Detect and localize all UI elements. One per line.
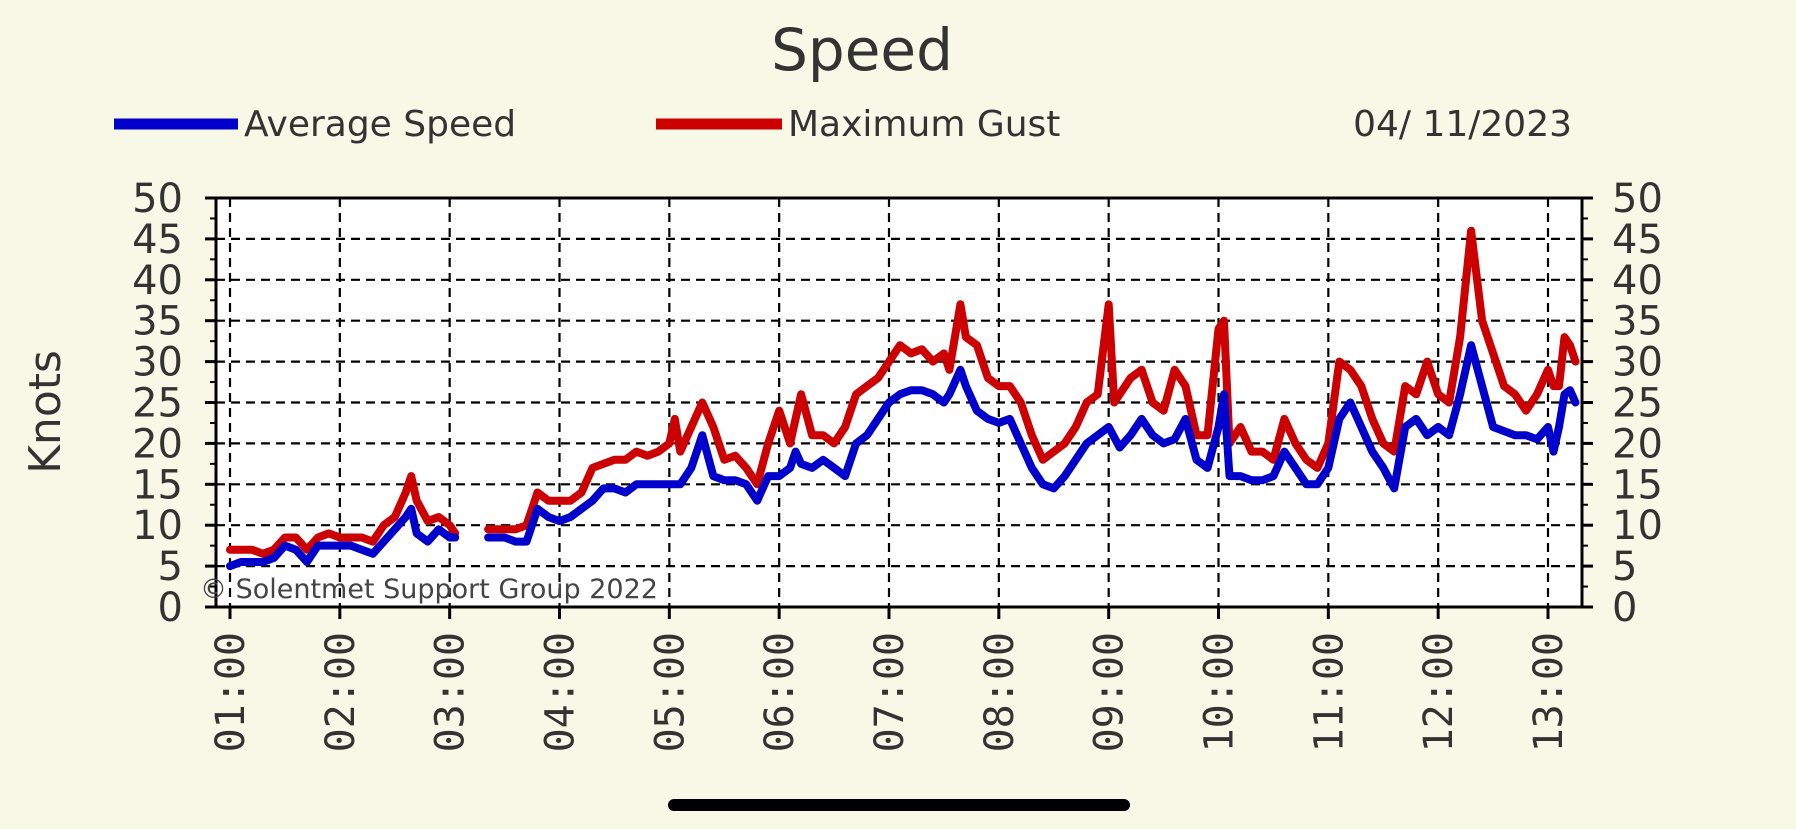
legend-label-maximum-gust: Maximum Gust	[788, 104, 1060, 145]
x-tick-label-0: 01:00	[208, 632, 254, 752]
x-tick-label-8: 09:00	[1087, 632, 1133, 752]
y-tick-label-left-35: 35	[132, 299, 183, 345]
y-tick-label-left-5: 5	[158, 544, 183, 590]
y-tick-label-right-30: 30	[1612, 340, 1663, 386]
y-tick-label-right-35: 35	[1612, 299, 1663, 345]
y-tick-label-left-25: 25	[132, 381, 183, 427]
y-tick-label-right-25: 25	[1612, 381, 1663, 427]
x-tick-label-7: 08:00	[977, 632, 1023, 752]
y-tick-label-right-0: 0	[1612, 585, 1637, 631]
series-layer	[226, 226, 1580, 571]
y-tick-label-left-20: 20	[132, 421, 183, 467]
series-line-average-speed-0	[226, 504, 460, 571]
y-tick-label-left-30: 30	[132, 340, 183, 386]
legend-label-average-speed: Average Speed	[244, 104, 516, 145]
x-tick-label-9: 10:00	[1197, 632, 1243, 752]
series-line-maximum-gust-1	[484, 226, 1580, 534]
chart-date: 04/ 11/2023	[1353, 104, 1572, 145]
home-indicator-bar	[668, 799, 1130, 811]
y-tick-label-right-20: 20	[1612, 421, 1663, 467]
y-tick-label-right-45: 45	[1612, 217, 1663, 263]
y-tick-label-right-5: 5	[1612, 544, 1637, 590]
y-tick-label-left-0: 0	[158, 585, 183, 631]
chart-title: Speed	[771, 16, 953, 84]
series-line-average-speed-1	[484, 341, 1580, 546]
x-tick-label-11: 12:00	[1416, 632, 1462, 752]
x-tick-label-1: 02:00	[318, 632, 364, 752]
y-tick-label-left-40: 40	[132, 258, 183, 304]
y-tick-label-left-15: 15	[132, 462, 183, 508]
y-tick-label-right-40: 40	[1612, 258, 1663, 304]
x-axis: 01:00 02:00 03:00 04:00 05:00 06:00 07:00 08:00…	[208, 607, 1572, 752]
y-tick-label-right-10: 10	[1612, 503, 1663, 549]
legend: Average Speed Maximum Gust 04/ 11/2023	[114, 104, 1572, 145]
series-line-maximum-gust-0	[226, 472, 460, 558]
x-tick-label-4: 05:00	[647, 632, 693, 752]
y-tick-label-left-50: 50	[132, 176, 183, 222]
x-tick-label-12: 13:00	[1526, 632, 1572, 752]
x-tick-label-6: 07:00	[867, 632, 913, 752]
y-tick-label-left-45: 45	[132, 217, 183, 263]
y-axis-label: Knots	[20, 350, 71, 474]
x-tick-label-3: 04:00	[538, 632, 584, 752]
x-tick-label-2: 03:00	[428, 632, 474, 752]
x-tick-label-10: 11:00	[1306, 632, 1352, 752]
y-tick-label-left-10: 10	[132, 503, 183, 549]
y-tick-label-right-15: 15	[1612, 462, 1663, 508]
x-tick-label-5: 06:00	[757, 632, 803, 752]
copyright-text: © Solentmet Support Group 2022	[200, 574, 658, 605]
y-tick-label-right-50: 50	[1612, 176, 1663, 222]
